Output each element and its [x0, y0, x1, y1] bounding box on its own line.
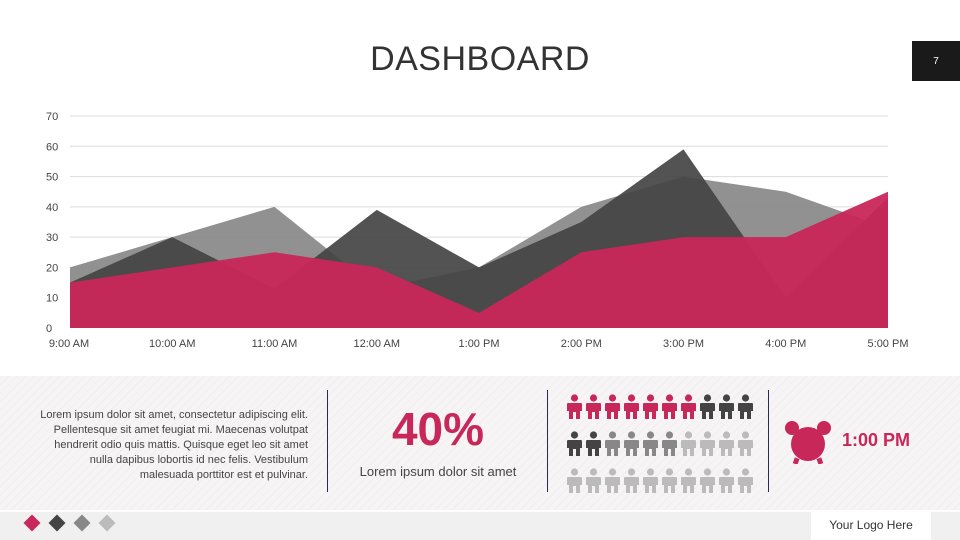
footer-bar [0, 512, 960, 540]
info-band [0, 376, 960, 510]
x-tick-label: 12:00 AM [354, 338, 400, 350]
people-icon-grid [565, 394, 755, 505]
y-tick-label: 30 [46, 232, 58, 244]
person-icon [567, 394, 582, 419]
series-area-3 [70, 191, 888, 328]
x-tick-label: 3:00 PM [663, 338, 704, 350]
alarm-clock-icon [785, 421, 831, 464]
person-icon [586, 431, 601, 456]
person-icon [605, 468, 620, 493]
time-display: 1:00 PM [842, 430, 911, 450]
divider-2 [547, 390, 548, 492]
x-tick-label: 11:00 AM [252, 338, 298, 350]
person-icon [605, 431, 620, 456]
person-icon [681, 394, 696, 419]
person-icon [738, 431, 753, 456]
person-icon [624, 468, 639, 493]
stat-percentage: 40% [391, 403, 485, 455]
person-icon [719, 431, 734, 456]
y-tick-label: 50 [46, 172, 58, 184]
page-number-badge: 7 [912, 41, 960, 81]
person-icon [567, 468, 582, 493]
people-row [565, 394, 755, 420]
person-icon [738, 468, 753, 493]
y-tick-label: 10 [46, 293, 58, 305]
person-icon [681, 431, 696, 456]
person-icon [567, 431, 582, 456]
description-text: Lorem ipsum dolor sit amet, consectetur … [40, 409, 308, 481]
person-icon [700, 394, 715, 419]
divider-3 [768, 390, 769, 492]
person-icon [586, 394, 601, 419]
x-tick-label: 1:00 PM [459, 338, 500, 350]
person-icon [738, 394, 753, 419]
page-title: DASHBOARD [370, 40, 590, 78]
person-icon [719, 468, 734, 493]
person-icon [605, 394, 620, 419]
people-row [565, 468, 755, 494]
area-chart: 0 10 20 30 40 50 60 70 9:00 AM 10:00 AM 11:00 AM 12… [46, 111, 909, 350]
x-tick-label: 5:00 PM [868, 338, 909, 350]
divider-1 [327, 390, 328, 492]
person-icon [662, 468, 677, 493]
person-icon [700, 431, 715, 456]
y-tick-label: 20 [46, 262, 58, 274]
x-tick-label: 10:00 AM [149, 338, 195, 350]
person-icon [624, 431, 639, 456]
x-tick-label: 9:00 AM [49, 338, 89, 350]
person-icon [681, 468, 696, 493]
person-icon [586, 468, 601, 493]
person-icon [624, 394, 639, 419]
person-icon [662, 431, 677, 456]
y-tick-label: 60 [46, 141, 58, 153]
y-tick-label: 0 [46, 323, 52, 335]
y-tick-label: 70 [46, 111, 58, 123]
person-icon [643, 431, 658, 456]
stat-caption: Lorem ipsum dolor sit amet [359, 464, 517, 479]
x-tick-label: 4:00 PM [765, 338, 806, 350]
person-icon [700, 468, 715, 493]
y-tick-label: 40 [46, 202, 58, 214]
person-icon [643, 468, 658, 493]
x-tick-label: 2:00 PM [561, 338, 602, 350]
people-row [565, 431, 755, 457]
person-icon [719, 394, 734, 419]
logo-placeholder: Your Logo Here [811, 510, 931, 540]
person-icon [662, 394, 677, 419]
person-icon [643, 394, 658, 419]
